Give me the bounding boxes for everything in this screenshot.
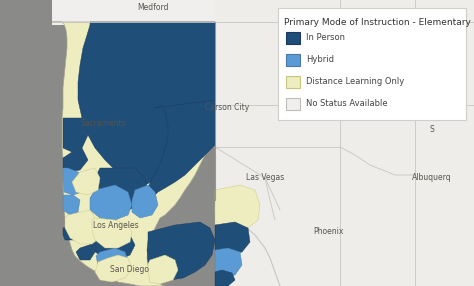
Polygon shape bbox=[63, 225, 80, 240]
Text: Distance Learning Only: Distance Learning Only bbox=[306, 78, 404, 86]
FancyBboxPatch shape bbox=[286, 98, 300, 110]
Polygon shape bbox=[215, 0, 474, 286]
Polygon shape bbox=[132, 185, 158, 218]
Polygon shape bbox=[63, 148, 88, 172]
Text: San Diego: San Diego bbox=[110, 265, 149, 275]
Polygon shape bbox=[95, 255, 132, 282]
FancyBboxPatch shape bbox=[286, 54, 300, 66]
Polygon shape bbox=[0, 0, 474, 25]
Polygon shape bbox=[148, 255, 178, 284]
Polygon shape bbox=[78, 22, 215, 185]
Polygon shape bbox=[52, 22, 215, 286]
Text: Albuquerq: Albuquerq bbox=[412, 174, 452, 182]
Polygon shape bbox=[96, 248, 128, 270]
Text: Carson City: Carson City bbox=[205, 104, 249, 112]
FancyBboxPatch shape bbox=[278, 8, 466, 120]
FancyBboxPatch shape bbox=[286, 32, 300, 44]
Polygon shape bbox=[63, 168, 85, 195]
Text: Los Angeles: Los Angeles bbox=[93, 221, 139, 229]
Polygon shape bbox=[215, 270, 235, 286]
Text: Medford: Medford bbox=[137, 3, 169, 11]
Text: Sacramento: Sacramento bbox=[81, 120, 127, 128]
Polygon shape bbox=[63, 118, 88, 152]
Text: S: S bbox=[429, 126, 434, 134]
Polygon shape bbox=[0, 0, 52, 286]
Polygon shape bbox=[95, 168, 148, 210]
Polygon shape bbox=[215, 222, 250, 255]
Polygon shape bbox=[90, 185, 132, 220]
Polygon shape bbox=[65, 210, 100, 244]
Polygon shape bbox=[147, 222, 215, 280]
Text: In Person: In Person bbox=[306, 33, 345, 43]
Polygon shape bbox=[63, 195, 80, 215]
Polygon shape bbox=[215, 185, 260, 230]
Polygon shape bbox=[145, 100, 215, 212]
Polygon shape bbox=[76, 244, 95, 260]
Text: No Status Available: No Status Available bbox=[306, 100, 388, 108]
Polygon shape bbox=[52, 0, 215, 22]
Polygon shape bbox=[72, 168, 100, 195]
Polygon shape bbox=[92, 232, 135, 260]
Text: Hybrid: Hybrid bbox=[306, 55, 334, 65]
FancyBboxPatch shape bbox=[286, 76, 300, 88]
Text: Phoenix: Phoenix bbox=[313, 227, 343, 237]
Text: Las Vegas: Las Vegas bbox=[246, 174, 284, 182]
Polygon shape bbox=[215, 248, 242, 278]
Polygon shape bbox=[92, 218, 132, 248]
Text: Primary Mode of Instruction - Elementary: Primary Mode of Instruction - Elementary bbox=[284, 18, 471, 27]
